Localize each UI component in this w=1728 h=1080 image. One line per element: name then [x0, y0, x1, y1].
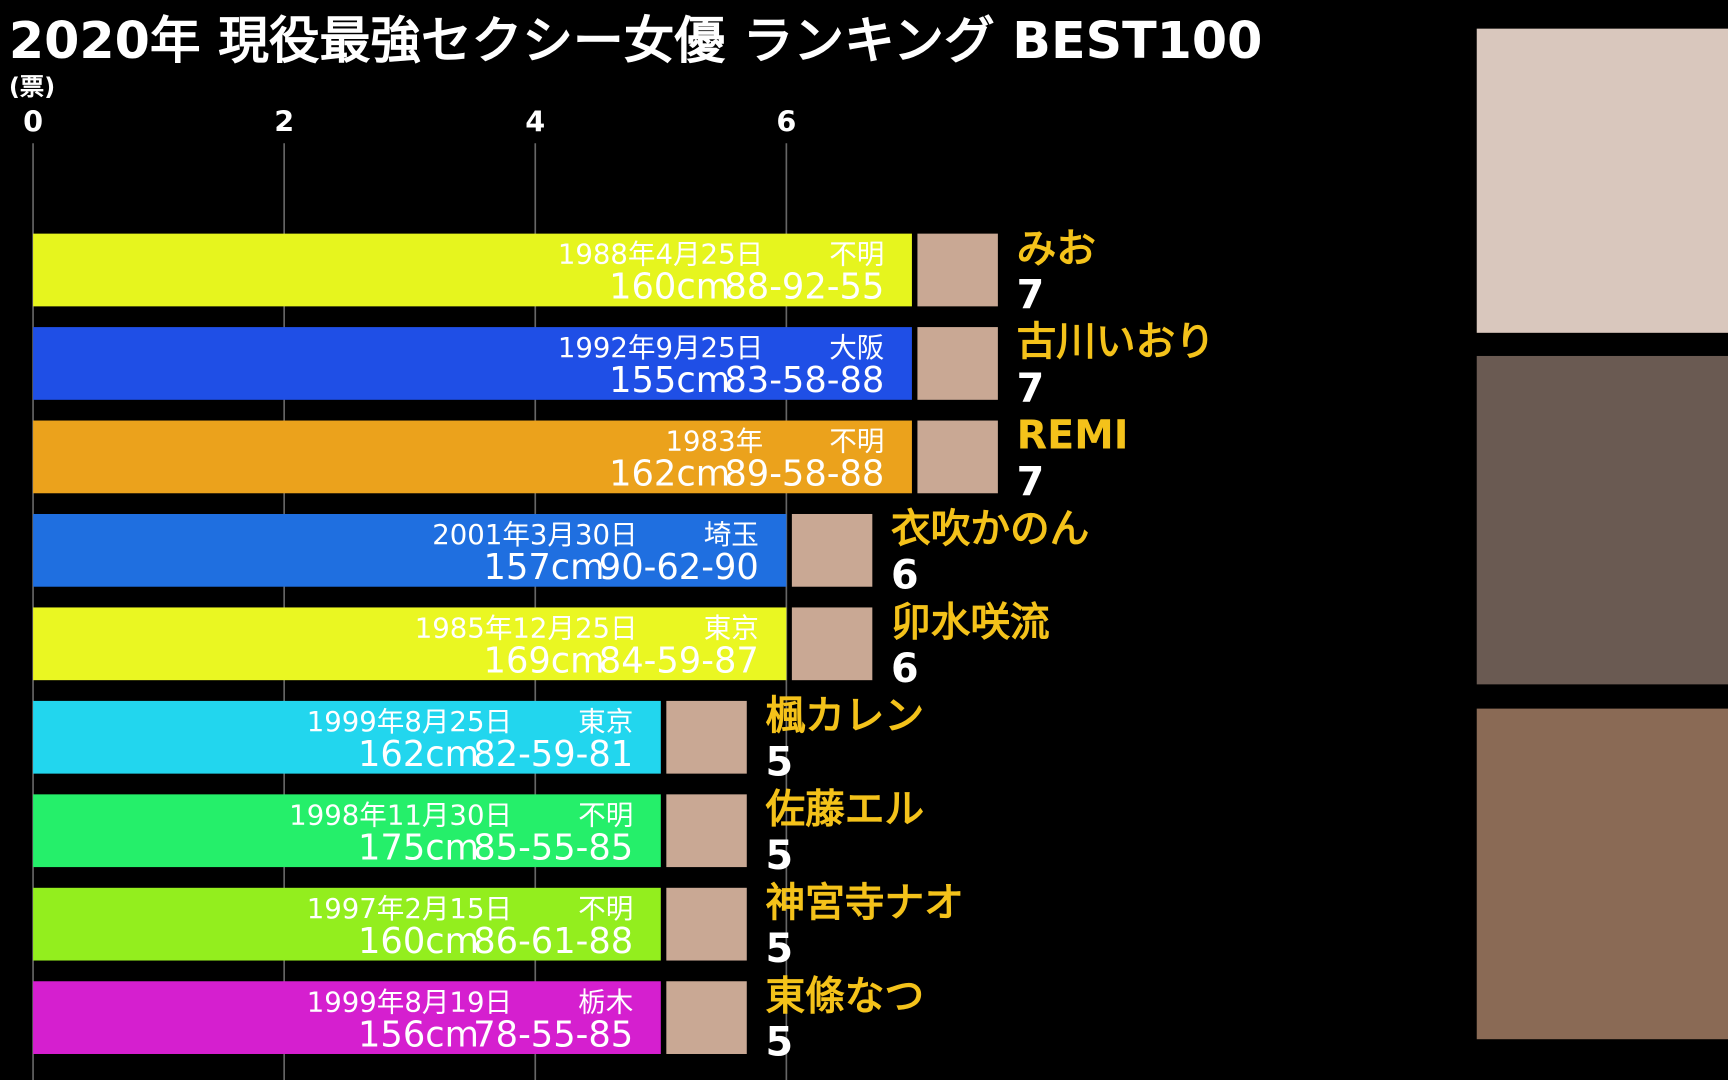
- height: 157cm: [484, 547, 605, 588]
- category-label: みお: [1017, 226, 1096, 272]
- bar: [33, 327, 912, 400]
- thumbnail: [666, 794, 747, 868]
- bar: [33, 233, 912, 307]
- category-label: 佐藤エル: [765, 786, 925, 832]
- bar: [33, 420, 912, 494]
- value-label: 5: [766, 739, 794, 785]
- x-tick-label: 4: [525, 104, 545, 138]
- origin: 東京: [578, 706, 633, 738]
- origin: 大阪: [829, 332, 884, 364]
- x-tick-label: 2: [274, 104, 294, 138]
- bar: [33, 700, 661, 774]
- height: 160cm: [609, 267, 730, 308]
- birth-date: 1985年12月25日: [415, 612, 638, 644]
- measurements: 82-59-81: [473, 734, 633, 775]
- measurements: 90-62-90: [599, 547, 759, 588]
- height: 160cm: [358, 921, 479, 962]
- origin: 不明: [829, 426, 884, 458]
- measurements: 84-59-87: [599, 641, 759, 682]
- photo: [1476, 355, 1728, 685]
- origin: 不明: [578, 799, 633, 831]
- measurements: 89-58-88: [724, 454, 884, 495]
- birth-date: 1983年: [665, 426, 763, 458]
- photo: [1476, 708, 1728, 1040]
- thumbnail: [666, 981, 747, 1054]
- measurements: 86-61-88: [473, 921, 633, 962]
- birth-date: 1999年8月19日: [307, 986, 512, 1018]
- bar: [33, 607, 787, 681]
- value-label: 7: [1017, 272, 1045, 318]
- thumbnail: [791, 607, 873, 681]
- value-label: 6: [891, 552, 919, 598]
- value-label: 6: [891, 646, 919, 692]
- measurements: 85-55-85: [473, 827, 633, 868]
- value-label: 7: [1017, 366, 1045, 412]
- bar: [33, 513, 787, 587]
- origin: 不明: [829, 239, 884, 271]
- thumbnail: [917, 420, 998, 494]
- height: 156cm: [358, 1014, 479, 1055]
- chart-title: 2020年 現役最強セクシー女優 ランキング BEST100: [9, 11, 1263, 70]
- category-label: REMI: [1017, 413, 1129, 459]
- category-label: 東條なつ: [766, 973, 925, 1019]
- birth-date: 1998年11月30日: [289, 799, 512, 831]
- height: 162cm: [358, 734, 479, 775]
- birth-date: 1992年9月25日: [558, 332, 763, 364]
- value-label: 7: [1017, 459, 1045, 505]
- birth-date: 2001年3月30日: [432, 519, 637, 551]
- bar: [33, 981, 661, 1054]
- value-label: 5: [766, 926, 794, 972]
- axis-label: (票): [9, 72, 55, 101]
- measurements: 83-58-88: [724, 360, 884, 401]
- thumbnail: [666, 887, 747, 961]
- value-label: 5: [766, 833, 794, 879]
- height: 162cm: [609, 454, 730, 495]
- origin: 埼玉: [704, 519, 759, 551]
- origin: 栃木: [578, 986, 633, 1018]
- bar: [33, 887, 661, 961]
- category-label: 衣吹かのん: [891, 506, 1089, 552]
- birth-date: 1988年4月25日: [558, 239, 763, 271]
- measurements: 88-92-55: [724, 267, 884, 308]
- thumbnail: [791, 513, 873, 587]
- category-label: 卯水咲流: [891, 600, 1050, 646]
- category-label: 神宮寺ナオ: [766, 880, 964, 926]
- category-label: 楓カレン: [766, 693, 925, 739]
- height: 169cm: [484, 641, 605, 682]
- measurements: 78-55-85: [473, 1014, 633, 1055]
- photo: [1476, 28, 1728, 333]
- value-label: 5: [766, 1020, 794, 1066]
- height: 155cm: [609, 360, 730, 401]
- birth-date: 1997年2月15日: [307, 893, 512, 925]
- x-tick-label: 6: [776, 104, 796, 138]
- bar: [33, 794, 661, 868]
- birth-date: 1999年8月25日: [307, 706, 512, 738]
- thumbnail: [666, 700, 747, 774]
- origin: 不明: [578, 893, 633, 925]
- thumbnail: [917, 327, 998, 400]
- category-label: 古川いおり: [1017, 319, 1215, 365]
- origin: 東京: [704, 612, 759, 644]
- thumbnail: [917, 233, 998, 307]
- height: 175cm: [358, 827, 479, 868]
- x-tick-label: 0: [23, 104, 43, 138]
